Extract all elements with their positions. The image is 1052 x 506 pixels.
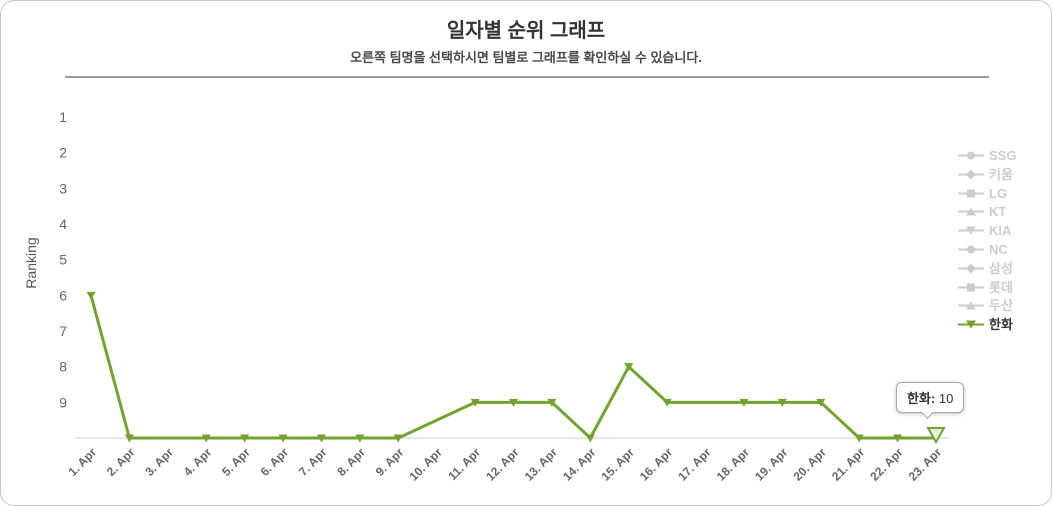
legend-label-hanwha: 한화	[989, 317, 1013, 333]
square-marker-icon	[958, 187, 984, 200]
legend-item-samsung[interactable]: 삼성	[958, 262, 1016, 275]
tooltip: 한화: 10	[896, 382, 965, 413]
legend-label-samsung: 삼성	[989, 260, 1013, 276]
svg-text:1. Apr: 1. Apr	[65, 445, 99, 479]
svg-text:2: 2	[59, 145, 67, 161]
legend-item-doosan[interactable]: 두산	[958, 299, 1016, 312]
svg-text:8. Apr: 8. Apr	[334, 445, 368, 479]
svg-text:8: 8	[59, 359, 67, 375]
x-axis-labels: 1. Apr 2. Apr 3. Apr 4. Apr 5. Apr 6. Apr 7. A…	[65, 445, 944, 484]
data-point-marker[interactable]	[739, 398, 749, 407]
legend-item-ssg[interactable]: SSG	[958, 149, 1016, 162]
svg-text:6: 6	[59, 287, 67, 303]
svg-text:18. Apr: 18. Apr	[714, 445, 753, 484]
svg-text:7: 7	[59, 323, 67, 339]
legend-label-doosan: 두산	[989, 298, 1013, 314]
svg-text:22. Apr: 22. Apr	[867, 445, 906, 484]
legend-item-kiwoom[interactable]: 키움	[958, 168, 1016, 181]
data-point-marker[interactable]	[240, 434, 250, 443]
triangle-down-marker-icon	[958, 318, 984, 331]
data-point-marker[interactable]	[662, 398, 672, 407]
legend-item-hanwha[interactable]: 한화	[958, 318, 1016, 331]
svg-text:11. Apr: 11. Apr	[445, 445, 483, 483]
legend-label-kt: KT	[989, 204, 1007, 220]
svg-text:12. Apr: 12. Apr	[483, 445, 522, 484]
circle-marker-icon	[958, 243, 984, 256]
hanwha-series-markers	[86, 291, 903, 443]
square-marker-icon	[958, 281, 984, 294]
svg-text:13. Apr: 13. Apr	[522, 445, 561, 484]
svg-text:15. Apr: 15. Apr	[598, 445, 637, 484]
triangle-up-marker-icon	[958, 299, 984, 312]
tooltip-value: 10	[935, 391, 954, 406]
y-axis-labels: 1 2 3 4 5 6 7 8 9	[59, 109, 67, 410]
legend-label-ssg: SSG	[989, 148, 1017, 163]
svg-text:5. Apr: 5. Apr	[219, 445, 253, 479]
circle-marker-icon	[958, 149, 984, 162]
page-title: 일자별 순위 그래프	[446, 20, 606, 42]
legend-label-kiwoom: 키움	[989, 166, 1013, 182]
data-point-marker[interactable]	[624, 363, 634, 372]
svg-text:19. Apr: 19. Apr	[752, 445, 791, 484]
data-point-marker[interactable]	[124, 434, 134, 443]
svg-text:3: 3	[59, 180, 67, 196]
legend-item-lg[interactable]: LG	[958, 187, 1016, 200]
svg-text:6. Apr: 6. Apr	[258, 445, 292, 479]
data-point-marker[interactable]	[316, 434, 326, 443]
data-point-marker[interactable]	[278, 434, 288, 443]
legend-item-lotte[interactable]: 롯데	[958, 281, 1016, 294]
triangle-up-marker-icon	[958, 205, 984, 218]
svg-text:3. Apr: 3. Apr	[142, 445, 176, 479]
svg-text:9: 9	[59, 394, 67, 410]
svg-text:2. Apr: 2. Apr	[104, 445, 138, 479]
svg-text:23. Apr: 23. Apr	[906, 445, 945, 484]
legend-label-lotte: 롯데	[989, 279, 1013, 295]
svg-text:4. Apr: 4. Apr	[181, 445, 215, 479]
legend-item-kia[interactable]: KIA	[958, 224, 1016, 237]
data-point-marker[interactable]	[816, 398, 826, 407]
legend-label-lg: LG	[989, 185, 1008, 201]
page-subtitle: 오른쪽 팀명을 선택하시면 팀별로 그래프를 확인하실 수 있습니다.	[350, 50, 702, 65]
diamond-marker-icon	[958, 168, 984, 181]
svg-text:16. Apr: 16. Apr	[637, 445, 676, 484]
svg-text:14. Apr: 14. Apr	[560, 445, 599, 484]
legend-label-nc: NC	[989, 241, 1008, 257]
data-point-marker[interactable]	[893, 434, 903, 443]
svg-text:9. Apr: 9. Apr	[373, 445, 407, 479]
highlighted-data-point[interactable]	[926, 427, 946, 445]
data-point-marker[interactable]	[547, 398, 557, 407]
tooltip-team-label: 한화:	[907, 391, 936, 406]
divider	[65, 76, 989, 78]
data-point-marker[interactable]	[509, 398, 518, 407]
svg-text:1: 1	[59, 109, 67, 125]
svg-text:5: 5	[59, 252, 67, 268]
data-point-marker[interactable]	[355, 434, 365, 443]
data-point-marker[interactable]	[470, 398, 480, 407]
legend-item-nc[interactable]: NC	[958, 243, 1016, 256]
svg-text:10. Apr: 10. Apr	[406, 445, 445, 484]
data-point-marker[interactable]	[393, 434, 403, 443]
triangle-down-marker-icon	[958, 224, 984, 237]
svg-text:17. Apr: 17. Apr	[675, 445, 714, 484]
data-point-marker[interactable]	[86, 291, 96, 300]
svg-text:20. Apr: 20. Apr	[791, 445, 830, 484]
legend-item-kt[interactable]: KT	[958, 205, 1016, 218]
diamond-marker-icon	[958, 262, 984, 275]
legend-label-kia: KIA	[989, 223, 1012, 239]
svg-text:7. Apr: 7. Apr	[296, 445, 330, 479]
team-legend: SSG 키움 LG KT KIA NC 삼성 롯데	[958, 149, 1016, 331]
data-point-marker[interactable]	[777, 398, 787, 407]
data-point-marker[interactable]	[585, 434, 595, 443]
svg-text:21. Apr: 21. Apr	[829, 445, 868, 484]
hanwha-series-line[interactable]	[89, 293, 938, 440]
data-point-marker[interactable]	[854, 434, 864, 443]
data-point-marker[interactable]	[201, 434, 211, 443]
svg-text:4: 4	[59, 216, 67, 232]
